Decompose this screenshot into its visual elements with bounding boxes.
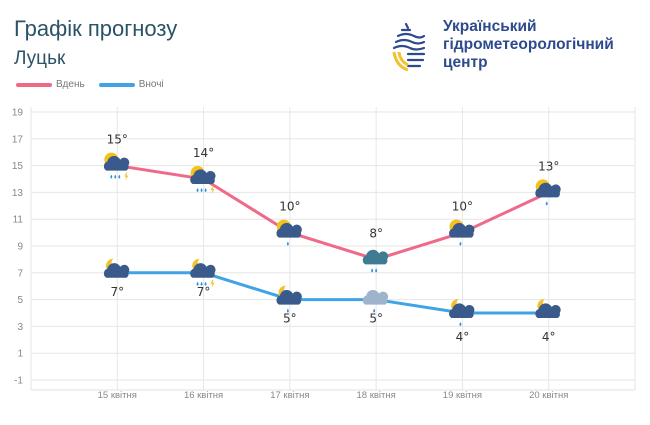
y-tick-label: 3 bbox=[17, 322, 23, 333]
page-title: Графік прогнозу bbox=[14, 16, 178, 41]
ugmc-logo-icon bbox=[392, 22, 426, 72]
series-line-night bbox=[117, 271, 549, 315]
cloud-icon bbox=[362, 249, 389, 265]
org-line: Український bbox=[443, 18, 537, 35]
y-tick-label: 17 bbox=[12, 134, 24, 145]
cloud-icon bbox=[276, 289, 302, 305]
sun-cloud-rain-thunder-icon bbox=[103, 152, 130, 181]
y-tick-label: 11 bbox=[13, 215, 24, 226]
cloud-icon bbox=[535, 182, 561, 198]
raindrop-icon bbox=[459, 241, 462, 246]
y-tick-label: 7 bbox=[17, 268, 23, 279]
x-tick-label: 19 квітня bbox=[443, 390, 482, 401]
y-tick-label: 15 bbox=[12, 161, 24, 172]
x-tick-label: 18 квітня bbox=[357, 390, 396, 401]
cloud-icon bbox=[449, 303, 475, 318]
data-label: 10° bbox=[452, 200, 473, 214]
data-label: 7° bbox=[110, 285, 124, 299]
cloud-icon bbox=[276, 222, 302, 238]
lightning-icon bbox=[124, 172, 129, 181]
data-label: 4° bbox=[542, 330, 556, 344]
raindrop-icon bbox=[196, 188, 199, 192]
cloud-icon bbox=[362, 289, 389, 305]
sun-cloud-rain-icon bbox=[449, 219, 475, 246]
cloud-light-rain-icon bbox=[362, 289, 389, 313]
x-tick-label: 20 квітня bbox=[529, 390, 568, 401]
series-line-day bbox=[117, 164, 550, 261]
raindrop-icon bbox=[459, 322, 462, 326]
cloud-icon bbox=[449, 222, 475, 238]
raindrop-icon bbox=[204, 281, 207, 286]
raindrop-icon bbox=[200, 281, 203, 286]
legend-swatch-day[interactable] bbox=[16, 82, 52, 87]
cloud-icon bbox=[535, 303, 561, 318]
sun-cloud-rain-icon bbox=[276, 219, 302, 246]
raindrop-icon bbox=[196, 281, 199, 286]
lightning-icon bbox=[210, 279, 215, 288]
moon-cloud-icon bbox=[103, 258, 130, 278]
moon-cloud-rain-thunder-icon bbox=[190, 258, 216, 288]
raindrop-icon bbox=[200, 188, 203, 192]
raindrop-icon bbox=[545, 201, 548, 206]
data-label: 8° bbox=[369, 226, 383, 240]
organization-name: Український гідрометеорологічний центр bbox=[443, 18, 614, 72]
lightning-icon bbox=[210, 186, 215, 194]
city-name: Луцьк bbox=[14, 48, 66, 69]
y-tick-label: -1 bbox=[14, 376, 23, 387]
moon-cloud-rain-icon bbox=[449, 298, 475, 326]
cloud-rain-icon bbox=[362, 249, 389, 273]
legend-swatch-night[interactable] bbox=[98, 82, 135, 87]
cloud-icon bbox=[103, 155, 130, 171]
chart-legend: Вдень Вночі bbox=[16, 79, 164, 90]
raindrop-icon bbox=[204, 188, 207, 192]
data-label: 10° bbox=[279, 200, 300, 214]
raindrop-icon bbox=[373, 308, 376, 313]
raindrop-icon bbox=[286, 308, 289, 313]
moon-cloud-icon bbox=[535, 298, 561, 318]
y-tick-label: 5 bbox=[17, 295, 23, 306]
cloud-icon bbox=[190, 263, 216, 278]
data-label: 15° bbox=[107, 133, 128, 147]
x-tick-label: 16 квітня bbox=[184, 390, 223, 401]
raindrop-icon bbox=[110, 174, 113, 179]
data-label: 7° bbox=[197, 285, 211, 299]
y-tick-label: 13 bbox=[12, 188, 24, 199]
sun-cloud-rain-icon bbox=[535, 179, 561, 206]
raindrop-icon bbox=[114, 174, 117, 179]
cloud-icon bbox=[103, 263, 130, 278]
y-tick-label: 9 bbox=[17, 242, 23, 253]
x-tick-label: 17 квітня bbox=[270, 390, 309, 401]
data-label: 4° bbox=[456, 330, 470, 344]
legend-label-night[interactable]: Вночі bbox=[138, 79, 164, 90]
y-tick-label: 1 bbox=[17, 349, 23, 360]
data-label: 5° bbox=[283, 312, 297, 326]
data-label: 13° bbox=[538, 159, 559, 173]
data-label: 14° bbox=[193, 146, 214, 160]
y-tick-label: 19 bbox=[12, 108, 24, 119]
legend-label-day[interactable]: Вдень bbox=[56, 79, 85, 90]
cloud-icon bbox=[190, 169, 216, 184]
raindrop-icon bbox=[118, 174, 121, 179]
org-line: центр bbox=[443, 54, 488, 71]
sun-cloud-rain-thunder-icon bbox=[190, 166, 216, 194]
raindrop-icon bbox=[371, 268, 374, 273]
raindrop-icon bbox=[286, 241, 289, 246]
raindrop-icon bbox=[375, 268, 378, 273]
x-tick-label: 15 квітня bbox=[98, 390, 137, 401]
org-line: гідрометеорологічний bbox=[443, 36, 614, 53]
data-label: 5° bbox=[369, 312, 383, 326]
moon-cloud-rain-icon bbox=[276, 285, 302, 313]
